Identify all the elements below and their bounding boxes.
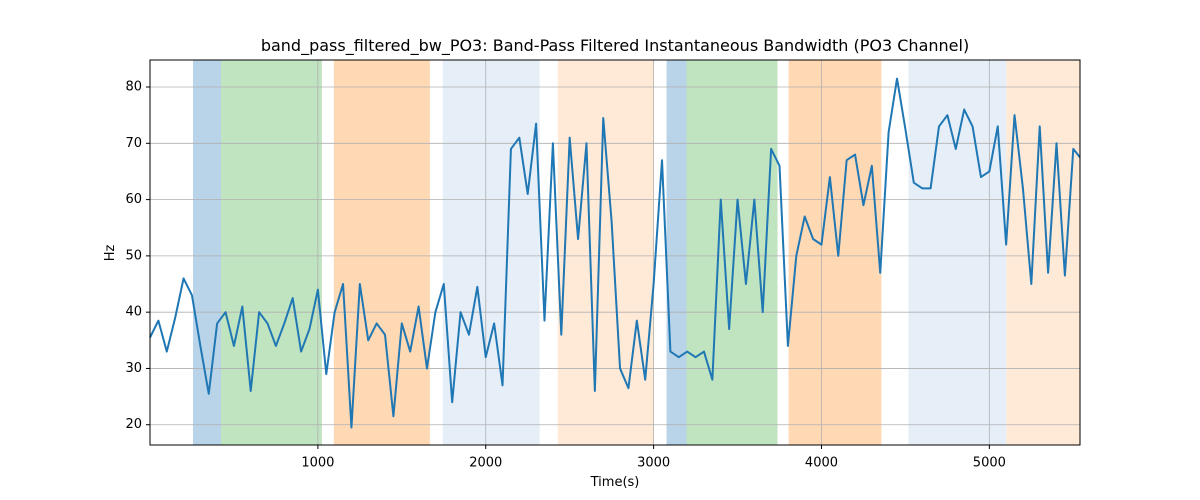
- x-tick-label: 1000: [301, 456, 334, 471]
- y-tick-label: 40: [125, 305, 142, 320]
- shaded-span: [788, 60, 882, 445]
- shaded-span: [1006, 60, 1080, 445]
- data-line: [149, 77, 1081, 429]
- y-tick-label: 50: [125, 248, 142, 263]
- plot-frame: [149, 59, 1081, 446]
- shaded-span: [221, 60, 322, 445]
- y-tick-label: 70: [125, 136, 142, 151]
- y-tick-label: 30: [125, 361, 142, 376]
- y-tick-label: 60: [125, 192, 142, 207]
- y-axis-label: Hz: [103, 245, 118, 262]
- y-tick-label: 20: [125, 417, 142, 432]
- chart-title: band_pass_filtered_bw_PO3: Band-Pass Fil…: [261, 36, 969, 56]
- y-tick-label: 80: [125, 80, 142, 95]
- shaded-span: [557, 60, 654, 445]
- x-axis-label: Time(s): [590, 475, 640, 490]
- shaded-span: [666, 60, 687, 445]
- x-tick-label: 3000: [637, 456, 670, 471]
- shaded-span: [908, 60, 1007, 445]
- x-tick-label: 2000: [469, 456, 502, 471]
- x-tick-label: 5000: [973, 456, 1006, 471]
- shaded-span: [442, 60, 540, 445]
- x-tick-label: 4000: [805, 456, 838, 471]
- shaded-span: [686, 60, 778, 445]
- shaded-span: [333, 60, 430, 445]
